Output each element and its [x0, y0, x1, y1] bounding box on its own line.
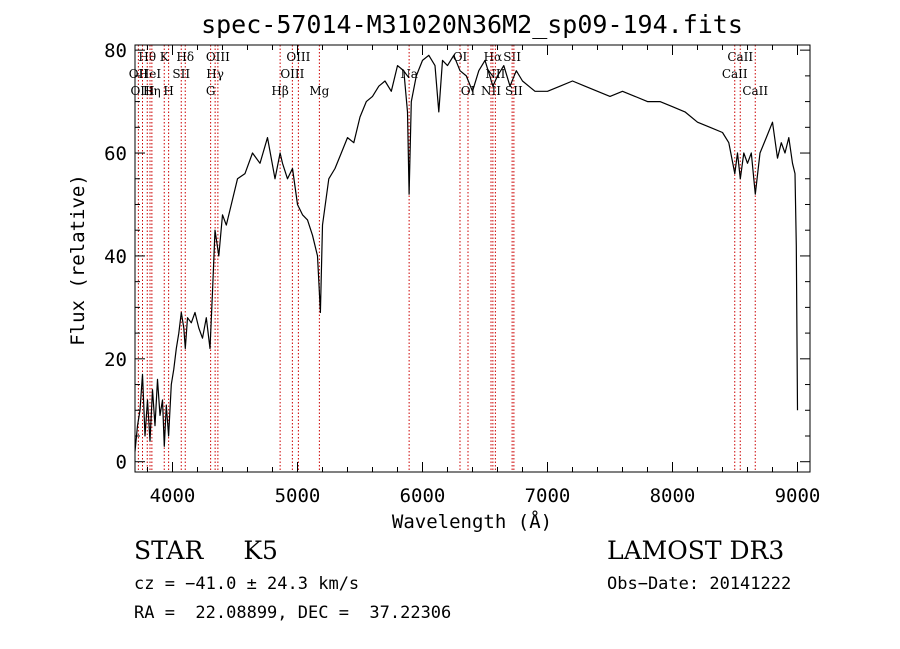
y-tick-label: 20 [104, 349, 127, 371]
tick-layer: 4000 5000 6000 7000 8000 9000 0 20 40 60 80 [104, 40, 820, 507]
plot-frame [134, 44, 811, 473]
line-marker-label: G [206, 84, 216, 98]
redshift-velocity: cz = −41.0 ± 24.3 km/s [134, 574, 360, 594]
y-tick-label: 60 [104, 143, 127, 165]
line-marker-label: K [160, 50, 170, 64]
line-marker-label: OII [129, 67, 149, 81]
line-marker-label: SII [505, 84, 523, 98]
line-marker-label: H [163, 84, 173, 98]
line-marker-label: Hβ [271, 84, 288, 98]
ra-dec-coordinates: RA = 22.08899, DEC = 37.22306 [134, 603, 452, 623]
y-tick-label: 0 [116, 452, 127, 474]
survey-name: LAMOST DR3 [607, 536, 785, 565]
y-tick-label: 80 [104, 40, 127, 62]
classification-line: STAR K5 [134, 536, 278, 565]
line-marker-label: Hα [484, 50, 503, 64]
line-marker-label: HeI [139, 67, 162, 81]
object-class: STAR [134, 536, 204, 565]
line-marker-label: Hδ [176, 50, 194, 64]
line-marker-label: Hη [143, 84, 161, 98]
line-marker-label: CaII [722, 67, 748, 81]
x-tick-label: 5000 [275, 485, 321, 507]
object-subclass: K5 [243, 536, 278, 565]
x-tick-label: 6000 [400, 485, 446, 507]
line-marker-label: OIII [206, 50, 230, 64]
x-axis-label: Wavelength (Å) [392, 510, 552, 533]
x-tick-label: 9000 [775, 485, 821, 507]
chart-title: spec-57014-M31020N36M2_sp09-194.fits [201, 10, 743, 39]
line-marker-label: OIII [286, 50, 310, 64]
line-marker-label: NII [485, 67, 505, 81]
x-tick-label: 8000 [650, 485, 696, 507]
line-marker-label: SII [503, 50, 521, 64]
line-marker-label: CaII [727, 50, 753, 64]
line-marker-label: NII [481, 84, 501, 98]
line-marker-label: Hγ [206, 67, 224, 81]
line-marker-label: CaII [742, 84, 768, 98]
flux-series-line [134, 54, 799, 452]
y-tick-label: 40 [104, 246, 127, 268]
y-axis-label: Flux (relative) [67, 174, 89, 346]
line-marker-label: OIII [130, 84, 154, 98]
line-marker-label: OI [461, 84, 476, 98]
line-marker-label: SII [172, 67, 190, 81]
line-marker-label: Mg [309, 84, 329, 98]
x-tick-label: 7000 [525, 485, 571, 507]
x-tick-label: 4000 [150, 485, 196, 507]
line-marker-label: Hθ [138, 50, 156, 64]
observation-date: Obs−Date: 20141222 [607, 574, 792, 594]
line-marker-label: OIII [280, 67, 304, 81]
